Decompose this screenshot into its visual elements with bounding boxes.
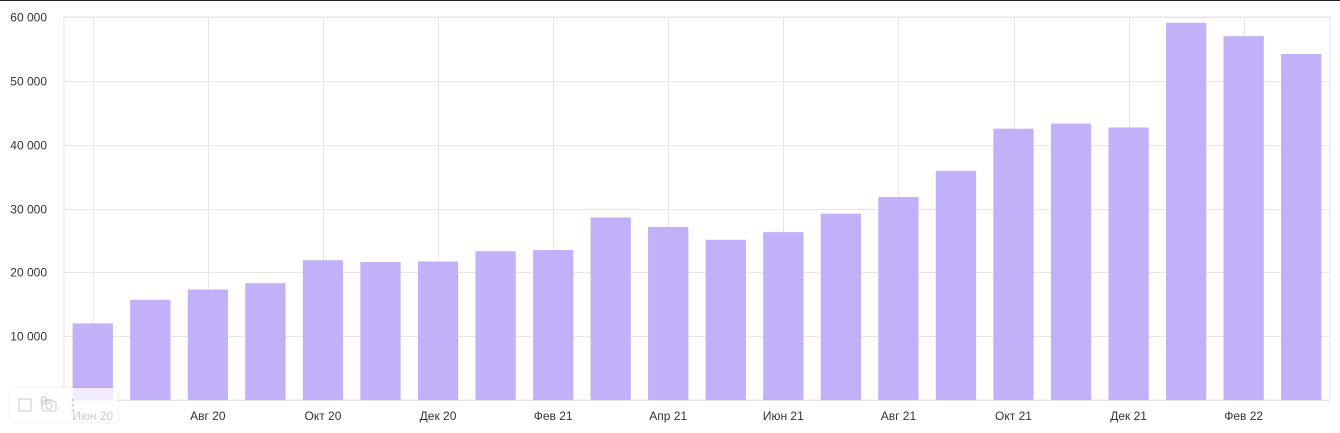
x-tick-label: Фев 21 bbox=[534, 409, 573, 423]
x-tick-label: Фев 22 bbox=[1224, 409, 1263, 423]
y-tick-label: 50 000 bbox=[10, 75, 47, 89]
bar-10 bbox=[590, 217, 631, 400]
x-tick-label: Авг 21 bbox=[881, 409, 917, 423]
camera-icon[interactable] bbox=[40, 396, 58, 414]
x-tick-label: Дек 20 bbox=[420, 409, 457, 423]
bar-18 bbox=[1050, 123, 1092, 400]
bar-3 bbox=[187, 289, 229, 400]
y-tick-label: 40 000 bbox=[10, 139, 47, 153]
y-tick-label: 10 000 bbox=[10, 330, 47, 344]
bar-16 bbox=[935, 170, 977, 400]
tool-icon-1[interactable] bbox=[16, 396, 34, 414]
bar-4 bbox=[245, 283, 286, 400]
x-tick-label: Дек 21 bbox=[1110, 409, 1147, 423]
x-tick-label: Окт 20 bbox=[305, 409, 342, 423]
bar-14 bbox=[820, 213, 862, 400]
bar-7 bbox=[417, 261, 459, 400]
more-icon[interactable] bbox=[64, 396, 82, 414]
bar-20 bbox=[1165, 22, 1207, 401]
bar-15 bbox=[878, 197, 919, 400]
y-tick-label: 60 000 bbox=[10, 11, 47, 25]
bar-13 bbox=[763, 232, 804, 400]
bar-8 bbox=[475, 251, 516, 400]
bar-22 bbox=[1281, 54, 1322, 400]
chart-toolbar bbox=[10, 388, 118, 422]
y-tick-label: 20 000 bbox=[10, 266, 47, 280]
bar-12 bbox=[705, 239, 746, 400]
x-tick-label: Апр 21 bbox=[649, 409, 687, 423]
x-tick-label: Июн 21 bbox=[763, 409, 804, 423]
y-tick-label: 30 000 bbox=[10, 203, 47, 217]
bar-6 bbox=[360, 262, 401, 400]
bar-1 bbox=[72, 323, 113, 400]
bar-21 bbox=[1223, 36, 1264, 401]
bar-19 bbox=[1108, 127, 1149, 400]
bar-17 bbox=[993, 128, 1034, 401]
bar-2 bbox=[130, 299, 171, 400]
bar-5 bbox=[302, 260, 344, 400]
x-tick-label: Авг 20 bbox=[190, 409, 226, 423]
bars-layer bbox=[72, 22, 1322, 401]
bar-9 bbox=[532, 249, 574, 400]
bar-11 bbox=[648, 227, 689, 400]
x-tick-label: Окт 21 bbox=[995, 409, 1032, 423]
top-border bbox=[0, 0, 1340, 1]
